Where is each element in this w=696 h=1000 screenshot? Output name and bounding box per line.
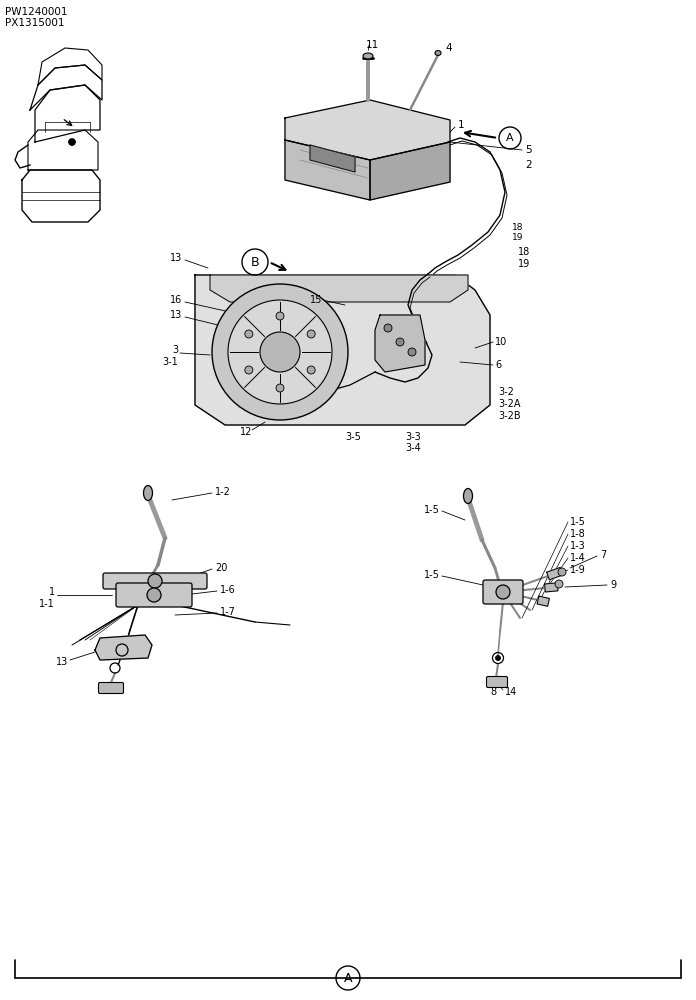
- Polygon shape: [195, 275, 490, 425]
- Text: 1-3: 1-3: [570, 541, 586, 551]
- Circle shape: [496, 656, 500, 660]
- Text: 9: 9: [610, 580, 616, 590]
- Polygon shape: [546, 567, 563, 580]
- Text: 2: 2: [525, 160, 532, 170]
- Text: 13: 13: [170, 310, 182, 320]
- Text: 3: 3: [172, 345, 178, 355]
- Text: 1-8: 1-8: [570, 529, 586, 539]
- Ellipse shape: [435, 50, 441, 55]
- Text: 1-7: 1-7: [220, 607, 236, 617]
- Text: 8: 8: [490, 687, 496, 697]
- Text: PW1240001: PW1240001: [5, 7, 68, 17]
- Circle shape: [555, 580, 563, 588]
- Text: 18: 18: [512, 224, 523, 232]
- Circle shape: [148, 574, 162, 588]
- Circle shape: [307, 366, 315, 374]
- Circle shape: [408, 348, 416, 356]
- Text: 3-2B: 3-2B: [498, 411, 521, 421]
- Text: 3-1: 3-1: [162, 357, 178, 367]
- Polygon shape: [285, 100, 450, 160]
- Text: 1-2: 1-2: [215, 487, 231, 497]
- Circle shape: [68, 138, 75, 145]
- Text: 14: 14: [505, 687, 517, 697]
- Text: 20: 20: [215, 563, 228, 573]
- Circle shape: [496, 585, 510, 599]
- Text: A: A: [344, 972, 352, 984]
- FancyBboxPatch shape: [116, 583, 192, 607]
- Ellipse shape: [143, 486, 152, 500]
- FancyBboxPatch shape: [483, 580, 523, 604]
- FancyBboxPatch shape: [487, 676, 507, 688]
- Text: 1: 1: [458, 120, 465, 130]
- FancyBboxPatch shape: [103, 573, 207, 589]
- Text: 1: 1: [49, 587, 55, 597]
- Text: 18: 18: [518, 247, 530, 257]
- Text: 4: 4: [445, 43, 452, 53]
- Text: PX1315001: PX1315001: [5, 18, 65, 28]
- Text: 11: 11: [365, 40, 379, 50]
- Text: 13: 13: [56, 657, 68, 667]
- Polygon shape: [375, 315, 425, 372]
- Ellipse shape: [363, 53, 373, 59]
- Polygon shape: [370, 142, 450, 200]
- Text: 19: 19: [518, 259, 530, 269]
- Text: 1-5: 1-5: [570, 517, 586, 527]
- Circle shape: [245, 366, 253, 374]
- Text: 3-5: 3-5: [345, 432, 361, 442]
- Circle shape: [307, 330, 315, 338]
- Text: 1-6: 1-6: [220, 585, 236, 595]
- Text: 10: 10: [495, 337, 507, 347]
- Text: 13: 13: [170, 253, 182, 263]
- Text: 1-9: 1-9: [570, 565, 586, 575]
- Circle shape: [384, 324, 392, 332]
- Text: 12: 12: [240, 427, 253, 437]
- Polygon shape: [310, 145, 355, 172]
- Text: 3-4: 3-4: [405, 443, 421, 453]
- Text: 5: 5: [525, 145, 532, 155]
- Polygon shape: [95, 635, 152, 660]
- Text: 7: 7: [600, 550, 606, 560]
- Circle shape: [276, 312, 284, 320]
- Text: 1-4: 1-4: [570, 553, 586, 563]
- Circle shape: [147, 588, 161, 602]
- Text: 3-3: 3-3: [405, 432, 421, 442]
- Text: 3-2A: 3-2A: [498, 399, 521, 409]
- FancyBboxPatch shape: [99, 682, 123, 694]
- Text: 6: 6: [495, 360, 501, 370]
- Polygon shape: [210, 275, 468, 302]
- Polygon shape: [545, 583, 558, 592]
- Text: 16: 16: [170, 295, 182, 305]
- Polygon shape: [537, 596, 549, 606]
- Circle shape: [212, 284, 348, 420]
- Text: 15: 15: [310, 295, 322, 305]
- Ellipse shape: [464, 488, 473, 504]
- Text: 1-5: 1-5: [424, 505, 440, 515]
- Text: 1-5: 1-5: [424, 570, 440, 580]
- Circle shape: [396, 338, 404, 346]
- Circle shape: [228, 300, 332, 404]
- Text: 3-2: 3-2: [498, 387, 514, 397]
- Text: 19: 19: [512, 233, 523, 242]
- Circle shape: [558, 568, 566, 576]
- Circle shape: [260, 332, 300, 372]
- Text: 1-1: 1-1: [39, 599, 55, 609]
- Circle shape: [276, 384, 284, 392]
- Text: B: B: [251, 255, 260, 268]
- Text: A: A: [506, 133, 514, 143]
- Polygon shape: [285, 140, 370, 200]
- Circle shape: [245, 330, 253, 338]
